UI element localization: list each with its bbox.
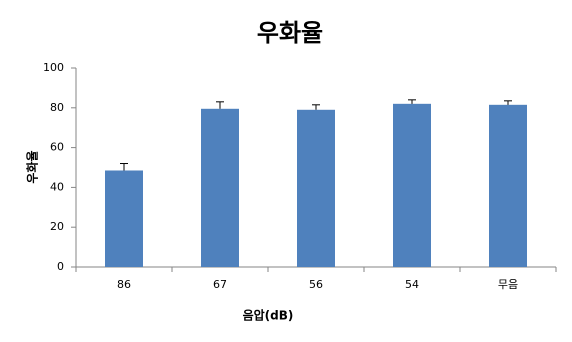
chart-title: 우화율 xyxy=(257,19,323,47)
y-tick-label: 60 xyxy=(50,141,64,154)
y-tick-label: 40 xyxy=(50,180,64,193)
bar xyxy=(393,103,431,267)
bar xyxy=(297,109,335,267)
y-tick-label: 20 xyxy=(50,220,64,233)
y-tick-label: 100 xyxy=(43,61,64,74)
x-axis-label: 음압(dB) xyxy=(243,308,294,323)
bar xyxy=(489,104,527,267)
x-tick-label: 67 xyxy=(213,278,227,291)
y-axis-label: 우화율 xyxy=(25,150,40,183)
error-bar xyxy=(120,163,128,171)
error-bar xyxy=(312,104,320,110)
x-tick-label: 무음 xyxy=(498,278,518,291)
error-bar xyxy=(408,99,416,104)
x-tick-label: 56 xyxy=(309,278,323,291)
bar xyxy=(105,170,143,267)
x-tick-label: 54 xyxy=(405,278,419,291)
error-bar xyxy=(216,101,224,109)
bar xyxy=(201,108,239,267)
y-tick-label: 0 xyxy=(57,260,64,273)
y-tick-label: 80 xyxy=(50,101,64,114)
x-tick-label: 86 xyxy=(117,278,131,291)
error-bar xyxy=(504,100,512,105)
